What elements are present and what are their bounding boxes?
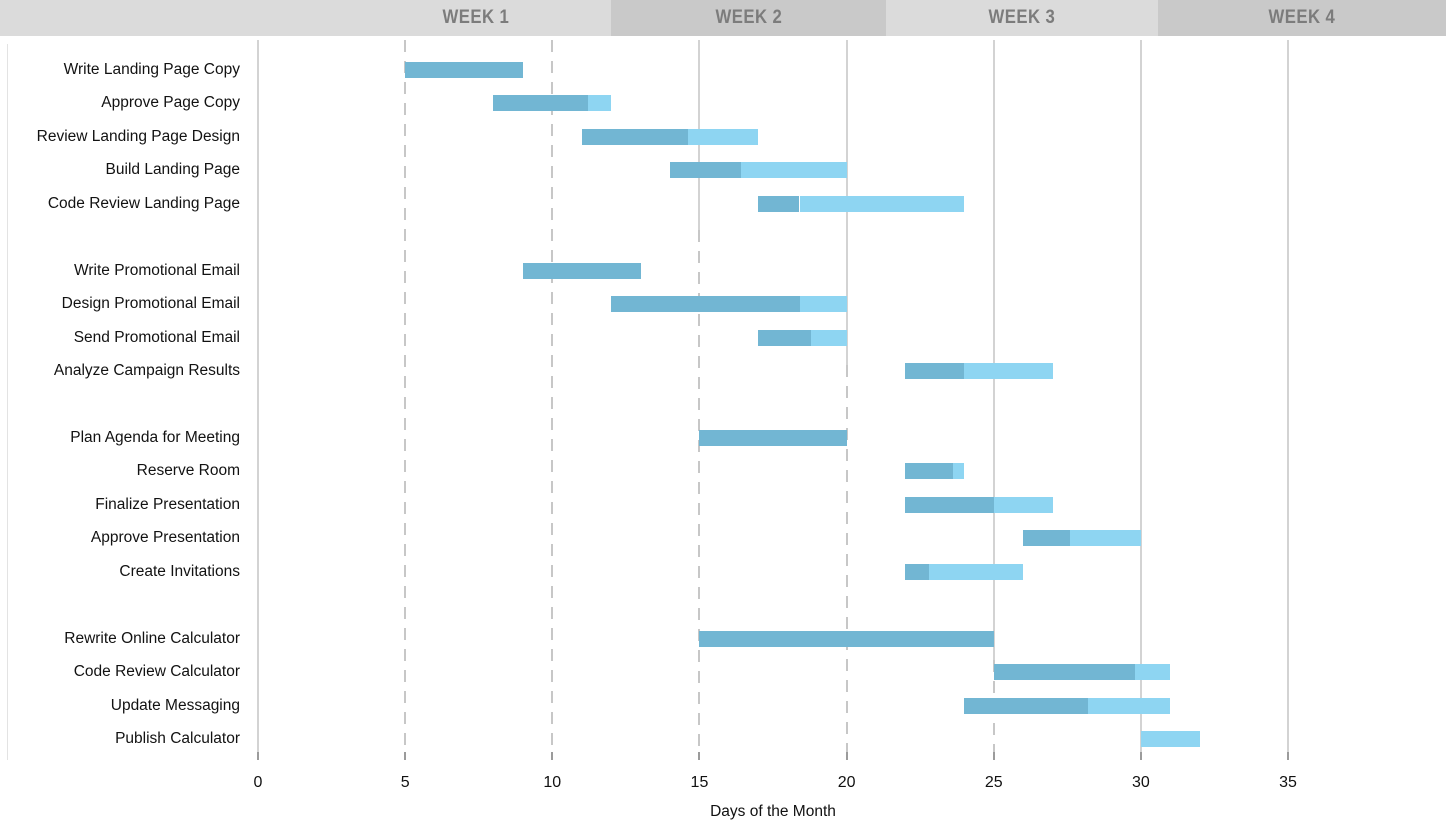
gridline [845,365,848,752]
task-label: Create Invitations [119,562,240,580]
gantt-bar-complete[interactable] [699,631,994,647]
task-label: Publish Calculator [115,730,240,747]
axis-tick-label: 20 [837,774,856,791]
axis-tick-label: 0 [253,774,263,791]
gantt-bar-remaining[interactable] [799,296,847,312]
gantt-bar-remaining[interactable] [952,463,965,479]
week-band-4 [1158,0,1446,36]
task-label: Approve Page Copy [101,94,240,112]
gridline [551,40,554,752]
task-label: Finalize Presentation [95,495,240,513]
gantt-bar-complete[interactable] [493,95,588,111]
gantt-bar-remaining[interactable] [929,564,1024,580]
week-label: WEEK 1 [442,7,510,28]
task-label: Write Promotional Email [74,261,240,279]
gridline [698,230,701,752]
task-label: Build Landing Page [105,161,240,179]
axis-tick-label: 25 [984,774,1003,791]
gantt-bar-remaining[interactable] [740,162,847,178]
axis-tick-label: 10 [543,774,562,791]
axis-tick [551,752,554,760]
week-label: WEEK 3 [988,7,1056,28]
week-label: WEEK 2 [715,7,782,28]
gantt-bar-remaining[interactable] [687,129,759,145]
gridline [1139,40,1142,752]
gantt-bar-complete[interactable] [905,564,929,580]
gantt-bar-complete[interactable] [758,330,812,346]
gridline [992,40,995,660]
gridline [1287,40,1290,752]
gridline [257,40,259,752]
gantt-bar-remaining[interactable] [799,196,965,212]
x-axis-title: Days of the Month [710,803,836,820]
axis-tick-label: 15 [690,774,709,791]
task-label: Code Review Landing Page [47,194,240,212]
axis-tick-label: 30 [1131,774,1150,791]
task-label: Reserve Room [136,462,240,480]
gantt-bar-remaining[interactable] [1140,731,1200,747]
task-label: Rewrite Online Calculator [64,629,240,647]
gantt-bar-remaining[interactable] [1087,698,1171,714]
axis-tick [992,752,995,760]
gantt-bar-remaining[interactable] [1135,664,1171,680]
gantt-bar-complete[interactable] [905,363,965,379]
plot-area-border [7,44,8,760]
gantt-bar-complete[interactable] [699,430,847,446]
gantt-bar-complete[interactable] [905,497,994,513]
gantt-bar-complete[interactable] [611,296,800,312]
gantt-bar-complete[interactable] [522,263,641,279]
gantt-bar-remaining[interactable] [993,497,1053,513]
axis-tick [1287,752,1290,760]
gantt-bar-complete[interactable] [964,698,1088,714]
task-label: Plan Agenda for Meeting [70,428,240,446]
gantt-bar-complete[interactable] [581,129,688,145]
gantt-bar-complete[interactable] [758,196,800,212]
axis-tick-label: 5 [400,774,410,791]
task-label: Write Landing Page Copy [63,61,240,78]
task-label: Update Messaging [110,696,240,714]
axis-tick-label: 35 [1279,774,1297,791]
gantt-bar-complete[interactable] [905,463,953,479]
week-band-3 [886,0,1158,36]
gantt-bar-remaining[interactable] [1070,530,1141,546]
axis-tick [257,752,259,760]
task-label: Review Landing Page Design [36,127,240,145]
axis-tick [404,752,407,760]
task-label: Send Promotional Email [73,328,240,346]
axis-tick [1139,752,1142,760]
gridline [404,40,407,752]
gantt-bar-complete[interactable] [1023,530,1071,546]
task-label: Approve Presentation [90,529,240,547]
week-label: WEEK 4 [1268,7,1336,28]
gantt-bar-remaining[interactable] [811,330,847,346]
gantt-bar-complete[interactable] [993,664,1135,680]
task-label: Design Promotional Email [61,295,240,313]
task-label: Analyze Campaign Results [53,362,240,380]
gantt-bar-remaining[interactable] [587,95,612,111]
week-band-2 [611,0,886,36]
gantt-bar-complete[interactable] [405,62,523,78]
gantt-bar-remaining[interactable] [964,363,1053,379]
task-label: Code Review Calculator [73,663,240,681]
axis-tick [845,752,848,760]
gantt-bar-complete[interactable] [670,162,741,178]
week-band-1 [0,0,611,36]
axis-tick [698,752,701,760]
